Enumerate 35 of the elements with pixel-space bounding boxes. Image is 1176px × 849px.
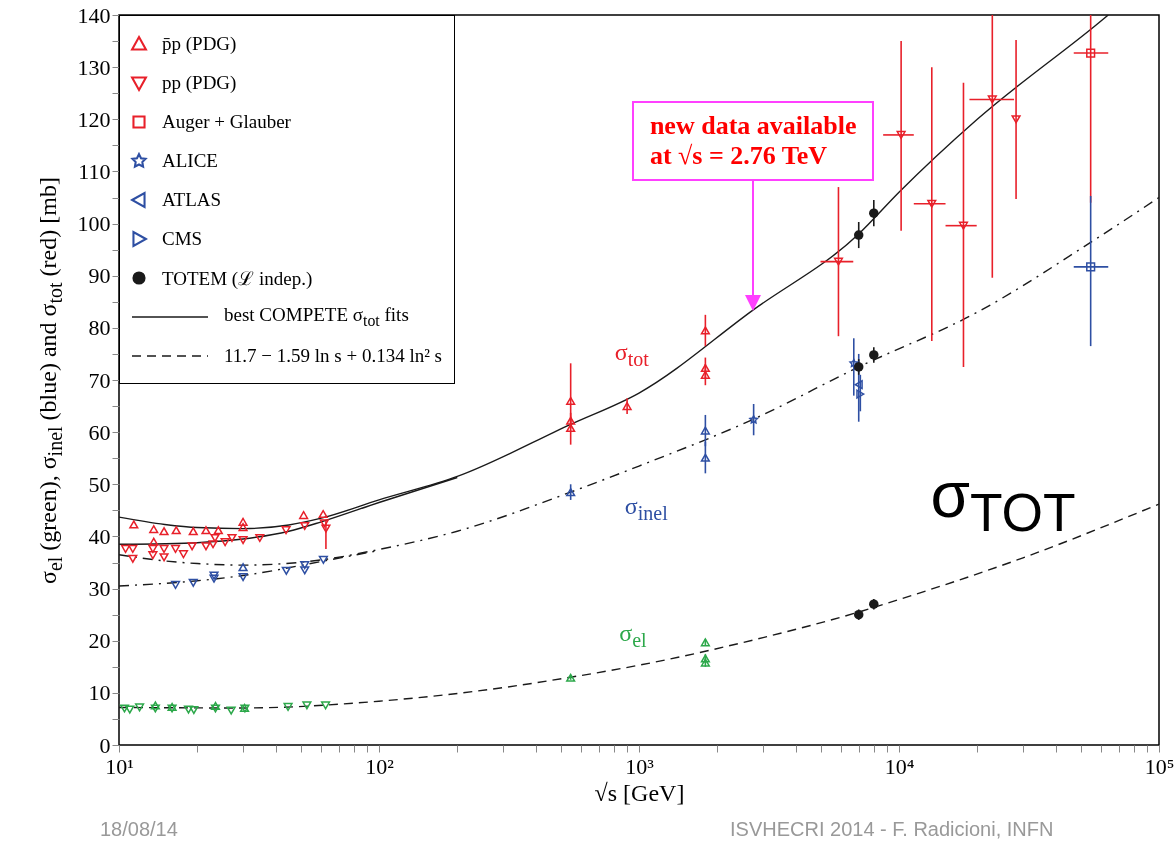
text: ISVHECRI 2014 - F. Radicioni, INFN — [730, 818, 1054, 841]
legend-label: best COMPETE σ$_{tot}$ fits — [224, 303, 409, 330]
annotation: σ$_{tot}$ — [614, 339, 649, 371]
y-tick-label: 20 — [88, 628, 111, 654]
y-tick-label: 130 — [77, 54, 111, 80]
legend-label: ALICE — [162, 149, 218, 172]
annotation: σ$_{el}$ — [619, 620, 647, 653]
y-tick-label: 40 — [88, 523, 111, 549]
x-tick-label: 10⁵ — [1144, 753, 1175, 779]
annotation: σ$_{TOT}$ — [930, 457, 1076, 543]
legend-label: ATLAS — [162, 188, 222, 211]
legend-label: p̄p (PDG) — [162, 32, 237, 55]
x-axis-title: √s [GeV] — [594, 779, 685, 806]
y-tick-label: 70 — [88, 367, 111, 393]
legend-label: 11.7 − 1.59 ln s + 0.134 ln² s — [224, 344, 443, 367]
legend-label: pp (PDG) — [162, 71, 237, 94]
text: 18/08/14 — [100, 818, 178, 841]
y-tick-label: 80 — [88, 315, 111, 341]
y-tick-label: 90 — [88, 263, 111, 289]
x-tick-label: 10⁴ — [884, 753, 915, 779]
y-tick-label: 100 — [77, 211, 111, 237]
y-tick-label: 60 — [88, 419, 111, 445]
y-tick-label: 30 — [88, 576, 111, 602]
y-tick-label: 110 — [78, 158, 111, 184]
y-tick-label: 120 — [77, 106, 111, 132]
annotation: new data available at √s = 2.76 TeV — [631, 100, 875, 181]
annotation: σ$_{inel}$ — [624, 493, 668, 525]
y-tick-label: 50 — [88, 471, 111, 497]
x-tick-label: 10² — [365, 753, 395, 779]
legend-label: CMS — [162, 227, 203, 250]
legend-label: TOTEM (ℒ indep.) — [162, 266, 313, 291]
y-tick-label: 10 — [88, 680, 111, 706]
legend-label: Auger + Glauber — [162, 110, 291, 133]
y-tick-label: 140 — [77, 2, 111, 28]
x-tick-label: 10³ — [625, 753, 655, 779]
